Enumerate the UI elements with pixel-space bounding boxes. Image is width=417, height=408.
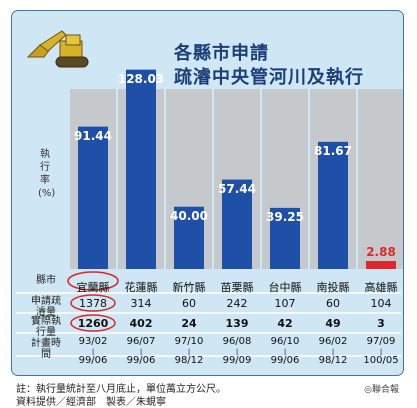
executed-value-5: 42	[277, 317, 293, 330]
period-end-7: 100/05	[363, 355, 399, 366]
period-end-3: 98/12	[174, 355, 204, 366]
county-label-1: 宜蘭縣	[76, 281, 110, 294]
applied-value-1: 1378	[79, 297, 107, 310]
executed-value-2: 402	[129, 317, 153, 330]
chart-canvas	[16, 30, 403, 357]
value-label-6: 81.67	[314, 143, 352, 158]
applied-value-5: 107	[274, 297, 296, 310]
period-start-4: 96/08	[222, 336, 252, 347]
row-label-applied: 申請疏濬量	[31, 296, 61, 318]
applied-value-4: 242	[226, 297, 248, 310]
period-end-1: 99/06	[78, 355, 108, 366]
period-start-3: 97/10	[174, 336, 204, 347]
period-end-5: 99/06	[270, 355, 300, 366]
period-start-1: 93/02	[78, 336, 108, 347]
excavator-icon	[26, 30, 89, 68]
bar-1	[78, 126, 108, 269]
executed-value-6: 49	[325, 317, 341, 330]
bar-4	[222, 179, 252, 269]
county-label-7: 高雄縣	[364, 281, 398, 294]
applied-value-6: 60	[326, 297, 340, 310]
bar-7	[366, 261, 396, 269]
y-axis-label: 執行率(%)	[38, 149, 56, 199]
period-end-2: 99/06	[126, 355, 156, 366]
table-grid	[16, 292, 401, 357]
county-label-4: 苗栗縣	[220, 281, 254, 294]
chart-title-line1: 各縣市申請	[174, 43, 269, 64]
applied-value-3: 60	[182, 297, 196, 310]
yilan-applied-highlight	[70, 294, 116, 312]
chart-title-line2: 疏濬中央管河川及執行	[174, 67, 364, 88]
period-separator-7: |	[379, 348, 383, 356]
bar-background-7	[358, 89, 403, 269]
value-label-2: 128.03	[117, 71, 165, 86]
chart-panel: 各縣市申請 疏濬中央管河川及執行 執行率(%) 91.44 128.03 40.00…	[11, 10, 404, 376]
value-label-4: 57.44	[218, 181, 256, 196]
value-label-1: 91.44	[74, 128, 112, 143]
bar-5	[270, 207, 300, 269]
value-label-5: 39.25	[266, 209, 304, 224]
period-start-2: 96/07	[126, 336, 156, 347]
bar-6	[318, 141, 348, 269]
period-separator-5: |	[283, 348, 287, 356]
bar-3	[174, 206, 204, 269]
period-end-4: 99/09	[222, 355, 252, 366]
executed-value-3: 24	[181, 317, 197, 330]
yilan-executed-highlight	[70, 314, 116, 332]
value-label-3: 40.00	[170, 208, 208, 223]
row-label-period: 計畫時間	[31, 338, 61, 360]
value-label-7: 2.88	[366, 245, 396, 259]
county-label-5: 台中縣	[268, 281, 302, 294]
period-separator-1: |	[91, 348, 95, 356]
period-end-6: 98/12	[318, 355, 348, 366]
source-note: 資料提供／經濟部 製表／朱蜆寧	[16, 397, 166, 408]
period-separator-3: |	[187, 348, 191, 356]
executed-value-1: 1260	[77, 317, 109, 330]
row-label-county: 縣市	[36, 275, 56, 286]
executed-value-7: 3	[377, 317, 385, 330]
applied-value-2: 314	[130, 297, 152, 310]
period-start-5: 96/10	[270, 336, 300, 347]
executed-value-4: 139	[225, 317, 249, 330]
applied-value-7: 104	[370, 297, 392, 310]
publisher-credit: ◎聯合報	[364, 385, 399, 395]
period-separator-4: |	[235, 348, 239, 356]
period-separator-2: |	[139, 348, 143, 356]
period-start-7: 97/09	[366, 336, 396, 347]
bars-layer	[70, 69, 403, 269]
county-label-2: 花蓮縣	[124, 281, 158, 294]
county-label-3: 新竹縣	[172, 281, 206, 294]
bar-2	[126, 69, 156, 269]
county-label-6: 南投縣	[316, 281, 350, 294]
yilan-county-highlight	[67, 271, 119, 291]
row-label-executed: 實際執行量	[31, 316, 61, 338]
period-separator-6: |	[331, 348, 335, 356]
period-start-6: 96/02	[318, 336, 348, 347]
footnote: 註：執行量統計至八月底止，單位萬立方公尺。	[16, 384, 226, 395]
